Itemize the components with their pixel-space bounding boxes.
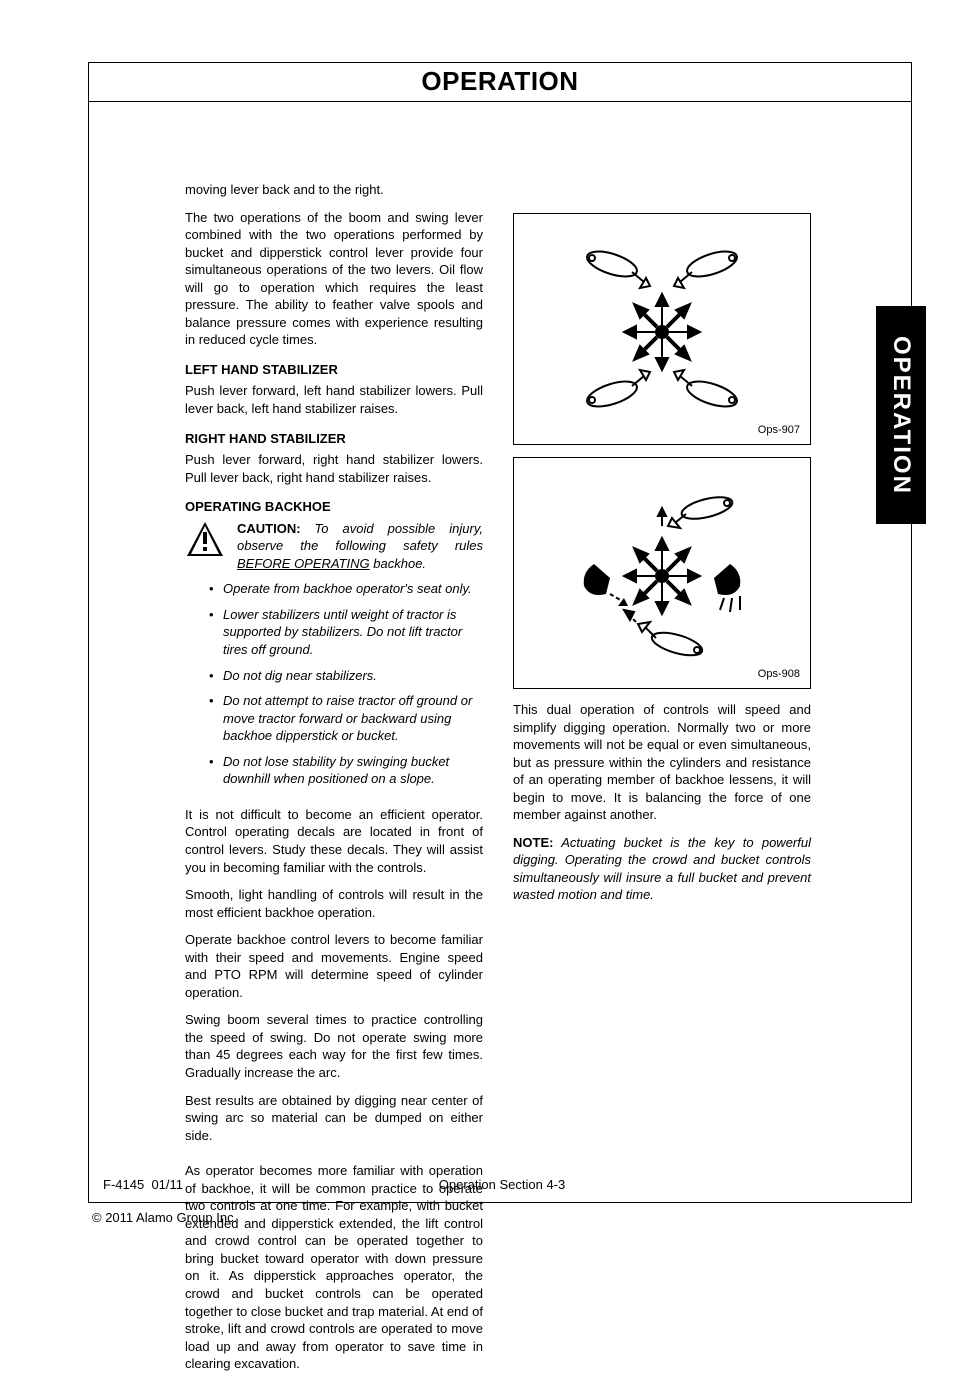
efficiency-para-1: It is not difficult to become an efficie… [185,806,483,876]
left-column: moving lever back and to the right. The … [185,181,483,1150]
figure-label: Ops-908 [758,667,800,682]
content-columns: moving lever back and to the right. The … [185,181,811,1150]
figure-ops-907: Ops-907 [513,213,811,445]
caution-underline: BEFORE OPERATING [237,556,370,571]
page-footer: F-4145 01/11 Operation Section 4-3 [99,1176,901,1194]
efficiency-para-2: Smooth, light handling of controls will … [185,886,483,921]
doc-id: F-4145 [103,1177,144,1192]
side-tab: OPERATION [876,306,926,524]
bullet-item: Do not dig near stabilizers. [223,667,483,685]
footer-center: Operation Section 4-3 [369,1176,635,1194]
note-body: Actuating bucket is the key to powerful … [513,835,811,903]
right-stabilizer-body: Push lever forward, right hand stabilize… [185,451,483,486]
warning-triangle-icon [185,520,225,558]
figure-ops-908: Ops-908 [513,457,811,689]
control-diagram-907-icon [562,234,762,424]
side-tab-label: OPERATION [885,336,917,495]
left-stabilizer-body: Push lever forward, left hand stabilizer… [185,382,483,417]
boom-swing-para: The two operations of the boom and swing… [185,209,483,349]
page-frame: moving lever back and to the right. The … [88,62,912,1203]
bullet-item: Operate from backhoe operator's seat onl… [223,580,483,598]
bullet-item: Lower stabilizers until weight of tracto… [223,606,483,659]
caution-block: CAUTION: To avoid possible injury, obser… [185,520,483,573]
caution-label: CAUTION: [237,521,301,536]
efficiency-para-4: Swing boom several times to practice con… [185,1011,483,1081]
right-column: Ops-907 [513,181,811,1150]
copyright: © 2011 Alamo Group Inc. [92,1209,237,1227]
heading-left-stabilizer: LEFT HAND STABILIZER [185,361,483,379]
efficiency-para-5: Best results are obtained by digging nea… [185,1092,483,1145]
footer-left: F-4145 01/11 [99,1176,369,1194]
intro-fragment: moving lever back and to the right. [185,181,483,199]
figure-label: Ops-907 [758,423,800,438]
bullet-item: Do not lose stability by swinging bucket… [223,753,483,788]
note-label: NOTE: [513,835,553,850]
efficiency-para-3: Operate backhoe control levers to become… [185,931,483,1001]
caution-text: CAUTION: To avoid possible injury, obser… [237,520,483,573]
footer-right [635,1176,901,1194]
dual-operation-para: This dual operation of controls will spe… [513,701,811,824]
safety-bullets: Operate from backhoe operator's seat onl… [185,580,483,787]
heading-operating-backhoe: OPERATING BACKHOE [185,498,483,516]
note-block: NOTE: Actuating bucket is the key to pow… [513,834,811,904]
doc-date: 01/11 [151,1177,183,1192]
bullet-item: Do not attempt to raise tractor off grou… [223,692,483,745]
heading-right-stabilizer: RIGHT HAND STABILIZER [185,430,483,448]
control-diagram-908-icon [562,478,762,668]
caution-body-2: backhoe. [370,556,426,571]
